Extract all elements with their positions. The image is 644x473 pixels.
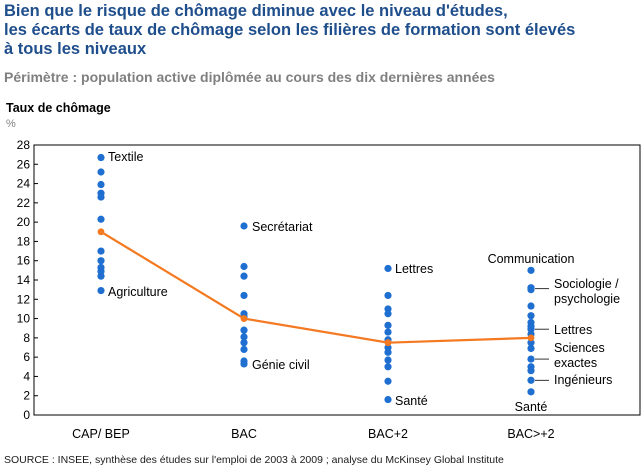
data-point	[527, 344, 535, 353]
annotation-label: Secrétariat	[252, 220, 313, 234]
data-point	[527, 388, 535, 396]
data-point	[527, 266, 535, 274]
annotation-label: Santé	[395, 394, 428, 408]
data-point	[527, 367, 535, 375]
y-axis-label: Taux de chômage	[6, 101, 111, 115]
average-line-group	[97, 228, 535, 347]
chart-subtitle: Périmètre : population active diplômée a…	[4, 69, 495, 85]
data-point	[527, 302, 535, 310]
data-point	[384, 348, 392, 356]
annotation-label: Lettres	[395, 262, 433, 276]
x-tick-label: BAC	[231, 427, 257, 441]
average-point	[97, 228, 105, 236]
y-tick-label: 0	[23, 408, 30, 422]
y-tick-label: 12	[17, 292, 31, 306]
y-tick-label: 24	[17, 177, 31, 191]
data-point	[97, 193, 105, 201]
data-point	[527, 376, 535, 384]
y-tick-label: 10	[17, 312, 31, 326]
chart-title: Bien que le risque de chômage diminue av…	[4, 2, 640, 59]
y-tick-label: 14	[17, 273, 31, 287]
title-line-3: à tous les niveaux	[4, 40, 147, 58]
source-note: SOURCE : INSEE, synthèse des études sur …	[4, 454, 504, 466]
data-point	[97, 153, 105, 162]
data-point	[384, 321, 392, 329]
plot-frame	[33, 144, 641, 416]
data-point	[240, 326, 248, 334]
data-point	[384, 328, 392, 336]
data-point	[240, 345, 248, 354]
average-point	[384, 339, 392, 347]
x-axis-labels: CAP/ BEP BAC BAC+2 BAC>+2	[72, 427, 555, 441]
annotation-label: Lettres	[554, 323, 592, 337]
annotation-label: Ingénieurs	[554, 373, 612, 387]
data-point	[97, 215, 105, 223]
annotation-label: Génie civil	[252, 358, 310, 372]
y-axis-unit: %	[6, 118, 16, 130]
y-tick-label: 6	[23, 350, 30, 364]
data-point	[97, 168, 105, 176]
title-line-2: les écarts de taux de chômage selon les …	[4, 21, 576, 39]
y-tick-label: 2	[23, 389, 30, 403]
y-tick-label: 18	[17, 234, 31, 248]
data-points	[97, 153, 535, 404]
y-tick-label: 20	[17, 215, 31, 229]
data-point	[384, 395, 392, 404]
data-point	[240, 333, 248, 341]
annotation-label: Textile	[108, 150, 143, 164]
data-point	[97, 287, 105, 295]
data-point	[97, 180, 105, 189]
y-tick-label: 4	[23, 369, 30, 383]
data-point	[97, 247, 105, 255]
y-tick-label: 28	[17, 138, 31, 152]
annotation-label: Sciences exactes	[554, 341, 605, 370]
data-point	[384, 377, 392, 385]
data-point	[240, 360, 248, 368]
annotations: Textile Agriculture Secrétariat Génie civil…	[108, 150, 620, 414]
average-point	[240, 315, 248, 322]
data-point	[527, 339, 535, 347]
data-point	[384, 356, 392, 364]
x-tick-label: BAC+2	[368, 427, 408, 441]
data-point	[240, 262, 248, 271]
annotation-label: Sociologie / psychologie	[554, 277, 620, 306]
data-point	[527, 286, 535, 294]
title-line-1: Bien que le risque de chômage diminue av…	[4, 2, 508, 20]
data-point	[97, 257, 105, 265]
data-point	[384, 291, 392, 300]
data-point	[384, 310, 392, 318]
data-point	[384, 363, 392, 371]
x-tick-label: CAP/ BEP	[72, 427, 130, 441]
annotation-label: Communication	[488, 252, 575, 266]
y-tick-label: 16	[17, 254, 31, 268]
data-point	[97, 272, 105, 280]
data-point	[240, 339, 248, 347]
average-point	[527, 334, 535, 342]
average-line	[100, 230, 532, 344]
y-tick-label: 8	[23, 331, 30, 345]
data-point	[384, 264, 392, 273]
annotation-label: Agriculture	[108, 285, 168, 299]
y-tick-label: 22	[17, 196, 31, 210]
data-point	[527, 312, 535, 320]
y-tick-label: 26	[17, 157, 31, 171]
annotation-label: Santé	[515, 400, 548, 414]
data-point	[240, 222, 248, 230]
data-point	[527, 355, 535, 363]
x-tick-label: BAC>+2	[507, 427, 554, 441]
data-point	[240, 272, 248, 280]
data-point	[240, 291, 248, 300]
